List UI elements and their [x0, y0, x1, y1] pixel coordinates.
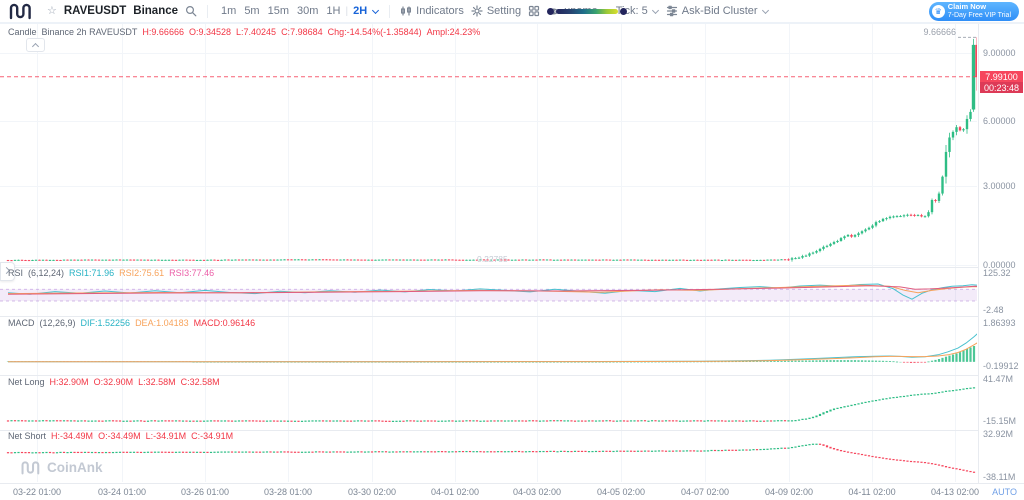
time-tick: 04-09 02:00 [764, 487, 814, 497]
chevron-down-icon [651, 6, 659, 14]
layout-grid-icon[interactable] [528, 5, 540, 17]
timeframe-15m[interactable]: 15m [267, 5, 289, 17]
candles-series [6, 37, 977, 262]
time-tick: 03-28 01:00 [263, 487, 313, 497]
top-toolbar: ☆ RAVEUSDT Binance 1m 5m 15m 30m 1H | 2H Indic… [0, 0, 1024, 24]
gear-icon [471, 5, 483, 17]
axis-tick: 41.47M [983, 374, 1014, 384]
claim-line1: Claim Now [947, 2, 987, 12]
axis-tick: 9.00000 [983, 48, 1016, 58]
cluster-icon [666, 5, 677, 17]
chevron-up-icon [31, 42, 40, 50]
setting-button[interactable]: Setting [471, 5, 521, 17]
axis-tick: -0.19912 [983, 361, 1019, 371]
gridlines [0, 24, 977, 482]
side-drawer-expander[interactable] [0, 262, 15, 281]
vip-medal-icon: ♛ [931, 5, 945, 18]
macd-histogram [6, 346, 976, 363]
time-tick: 03-26 01:00 [180, 487, 230, 497]
netlong-series [6, 387, 976, 422]
search-icon[interactable] [185, 5, 197, 17]
pane-borders [0, 267, 1024, 431]
gradient-handle-right[interactable] [620, 8, 627, 15]
cluster-label: Ask-Bid Cluster [681, 5, 758, 17]
chevron-right-icon [2, 266, 10, 275]
exchange-name[interactable]: Binance [133, 5, 179, 17]
axis-tick: 6.00000 [983, 116, 1016, 126]
indicators-label: Indicators [416, 5, 464, 17]
setting-label: Setting [486, 5, 522, 17]
gradient-handle-left[interactable] [547, 8, 554, 15]
last-price-badge: 7.99100 [980, 71, 1023, 83]
axis-tick: -15.15M [983, 416, 1017, 426]
time-tick: 03-22 01:00 [12, 487, 62, 497]
timeframe-30m[interactable]: 30m [297, 5, 319, 17]
coinank-logo-icon [9, 3, 31, 20]
chevron-down-icon [372, 6, 380, 14]
auto-scale-button[interactable]: AUTO [992, 487, 1017, 497]
axis-tick: -38.11M [983, 472, 1016, 482]
toolbar-divider [207, 4, 209, 18]
timeframe-selector: 1m 5m 15m 30m 1H | 2H [218, 5, 380, 17]
timeframe-separator: | [345, 5, 349, 17]
favorite-star-icon[interactable]: ☆ [47, 4, 57, 17]
rsi-lines [7, 283, 977, 300]
axis-tick: 32.92M [983, 429, 1014, 439]
axis-tick: 0.00000 [983, 260, 1016, 270]
indicators-button[interactable]: Indicators [400, 5, 464, 17]
macd-lines [7, 333, 977, 363]
heatmap-gradient-slider[interactable] [547, 8, 627, 15]
axis-tick: 1.86393 [983, 318, 1016, 328]
askbid-cluster-button[interactable]: Ask-Bid Cluster [666, 5, 769, 17]
netshort-series [6, 443, 976, 473]
symbol-name[interactable]: RAVEUSDT [63, 5, 127, 17]
price-overlays [0, 36, 977, 78]
candle-countdown-badge: 00:23:48 [980, 82, 1023, 94]
price-axis[interactable]: 7.99100 00:23:48 9.00000 6.00000 3.00000 0.… [978, 24, 1024, 499]
timeframe-1m[interactable]: 1m [221, 5, 237, 17]
time-tick: 03-24 01:00 [97, 487, 147, 497]
timeframe-active[interactable]: 2H [353, 5, 368, 17]
timeframe-5m[interactable]: 5m [244, 5, 260, 17]
coinank-logo[interactable] [8, 2, 34, 20]
time-tick: 04-13 02:00 [930, 487, 980, 497]
axis-tick: -2.48 [983, 305, 1004, 315]
toolbar-divider [389, 4, 391, 18]
claim-vip-button[interactable]: ♛ Claim Now 7-Day Free VIP Trial [928, 2, 1019, 21]
time-tick: 04-07 02:00 [680, 487, 730, 497]
timeframe-1H[interactable]: 1H [326, 5, 341, 17]
series [6, 37, 977, 473]
time-axis[interactable]: AUTO 03-22 01:00 03-24 01:00 03-26 01:00 03… [0, 483, 1024, 500]
indicators-icon [401, 6, 412, 16]
time-tick: 03-30 02:00 [347, 487, 397, 497]
legend-collapse-button[interactable] [26, 38, 45, 52]
claim-line2: 7-Day Free VIP Trial [947, 11, 1011, 19]
time-tick: 04-01 02:00 [430, 487, 480, 497]
time-tick: 04-03 02:00 [512, 487, 562, 497]
axis-tick: 125.32 [983, 268, 1011, 278]
time-tick: 04-05 02:00 [596, 487, 646, 497]
axis-tick: 3.00000 [983, 181, 1016, 191]
chevron-down-icon [761, 6, 769, 14]
time-tick: 04-11 02:00 [848, 487, 896, 497]
